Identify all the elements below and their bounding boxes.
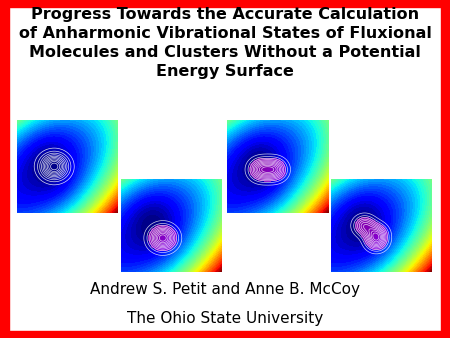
Bar <box>441 0 450 338</box>
Text: The Ohio State University: The Ohio State University <box>127 311 323 326</box>
Bar <box>0 0 9 338</box>
Bar <box>0 331 450 338</box>
Text: Progress Towards the Accurate Calculation
of Anharmonic Vibrational States of Fl: Progress Towards the Accurate Calculatio… <box>18 7 432 79</box>
Bar <box>0 0 450 7</box>
Text: Andrew S. Petit and Anne B. McCoy: Andrew S. Petit and Anne B. McCoy <box>90 282 360 297</box>
